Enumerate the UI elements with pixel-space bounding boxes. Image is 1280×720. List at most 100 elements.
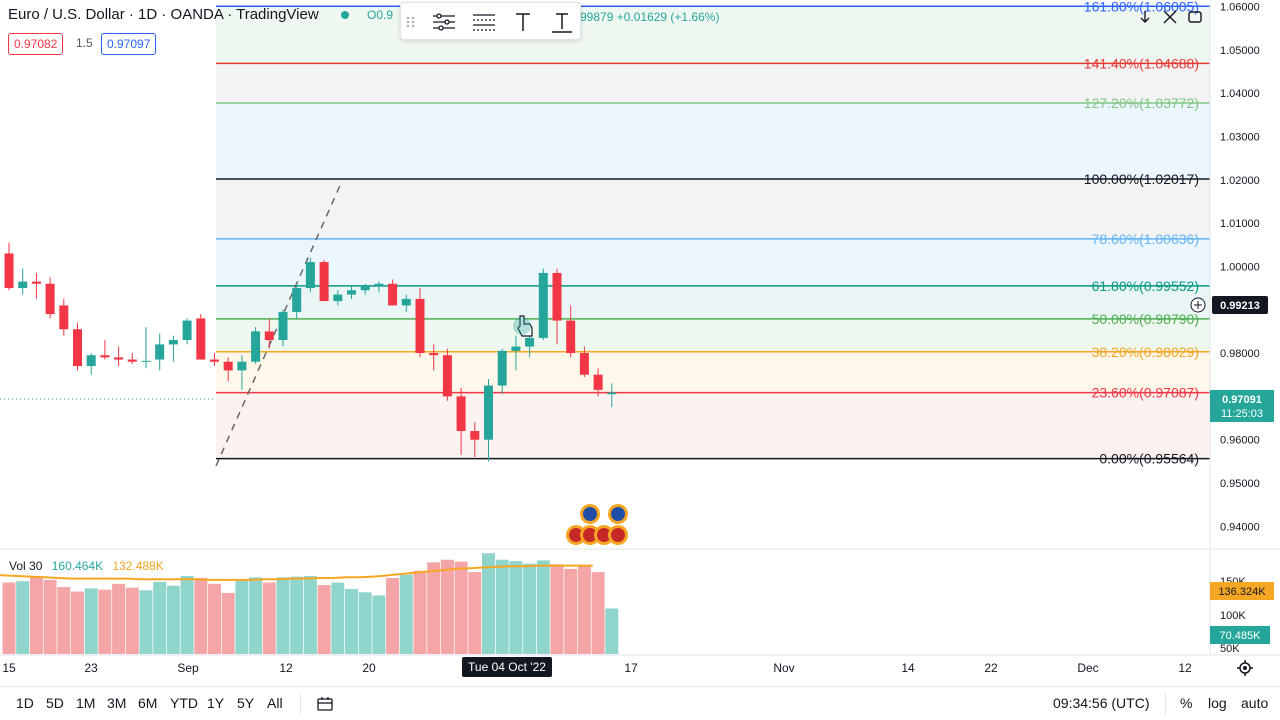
fib-band <box>216 351 1210 393</box>
price-tick: 1.06000 <box>1220 1 1260 13</box>
ohlc-fragment: O0.9 <box>367 8 394 22</box>
chart-canvas[interactable]: 161.80%(1.06005) 141.40%(1.04688) 127.20%(… <box>0 0 1280 686</box>
range-ytd[interactable]: YTD <box>170 695 198 711</box>
volume-bar <box>564 568 578 654</box>
fib-band <box>216 285 1210 319</box>
change-readout: 99879 +0.01629 (+1.66%) <box>580 10 720 24</box>
volume-legend[interactable]: Vol 30 160.464K 132.488K <box>9 559 164 573</box>
time-tick: 12 <box>279 661 293 675</box>
text-anchor-icon[interactable] <box>549 9 575 35</box>
candle-down <box>319 262 329 302</box>
fib-levels-icon[interactable] <box>471 9 497 35</box>
volume-bar <box>495 559 509 654</box>
candle-up <box>607 392 617 395</box>
fullscreen-icon[interactable] <box>1186 8 1204 26</box>
candle-up <box>374 283 384 286</box>
price-tick: 0.95000 <box>1220 478 1260 490</box>
candle-up <box>237 361 247 371</box>
candle-up <box>401 298 411 306</box>
fib-band <box>216 238 1210 286</box>
fib-settings-icon[interactable] <box>431 9 457 35</box>
candle-up <box>511 346 521 351</box>
crosshair-price-badge: 0.99213 <box>1190 296 1268 314</box>
range-1m[interactable]: 1M <box>76 695 96 711</box>
hand-cursor-icon <box>513 315 533 337</box>
volume-label: Vol 30 <box>9 559 43 573</box>
range-5y[interactable]: 5Y <box>237 695 255 711</box>
price-tick: 0.94000 <box>1220 521 1260 533</box>
log-toggle[interactable]: log <box>1208 695 1227 711</box>
text-icon[interactable] <box>510 9 536 35</box>
bottom-toolbar: 1D 5D 1M 3M 6M YTD 1Y 5Y All 09:34:56 (U… <box>0 686 1280 720</box>
drawing-toolbar <box>400 2 581 40</box>
volume-bar <box>413 570 427 654</box>
price-tick: 1.05000 <box>1220 45 1260 57</box>
time-tick: Nov <box>773 661 794 675</box>
volume-bar <box>536 560 550 654</box>
candle-up <box>168 340 178 345</box>
candle-down <box>470 431 480 440</box>
svg-text:Tue 04 Oct '22: Tue 04 Oct '22 <box>468 660 546 674</box>
volume-bar <box>577 566 591 654</box>
volume-bar <box>276 577 290 654</box>
utc-clock[interactable]: 09:34:56 (UTC) <box>1053 695 1150 711</box>
drag-handle-icon[interactable] <box>403 9 419 35</box>
candle-up <box>347 290 356 295</box>
candle-down <box>31 281 41 284</box>
volume-bar <box>290 576 304 654</box>
time-tick: 15 <box>2 661 16 675</box>
candle-down <box>210 359 219 362</box>
candle-up <box>155 344 165 360</box>
symbol-title-text: Euro / U.S. Dollar · 1D · OANDA · Tradin… <box>8 6 319 23</box>
volume-bar <box>180 576 194 654</box>
calendar-icon[interactable] <box>316 695 334 713</box>
candle-up <box>292 288 302 312</box>
price-tick: 1.01000 <box>1220 218 1260 230</box>
volume-bar <box>208 583 221 654</box>
price-axis-bg <box>1210 0 1280 548</box>
range-5d[interactable]: 5D <box>46 695 64 711</box>
candle-down <box>566 320 576 354</box>
volume-bar <box>166 585 180 654</box>
fib-label: 61.80%(0.99552) <box>1092 278 1199 294</box>
symbol-title[interactable]: Euro / U.S. Dollar · 1D · OANDA · Tradin… <box>8 6 393 23</box>
volume-ma-line <box>0 564 593 581</box>
fib-label: 23.60%(0.97087) <box>1092 385 1199 401</box>
price-tick: 1.00000 <box>1220 261 1260 273</box>
volume-series <box>2 553 619 654</box>
economic-events[interactable] <box>566 504 628 545</box>
vol-tick-100: 100K <box>1220 610 1246 622</box>
market-status-dot <box>340 11 349 20</box>
fib-band <box>216 179 1210 239</box>
time-tick: Dec <box>1077 661 1098 675</box>
range-1y[interactable]: 1Y <box>207 695 225 711</box>
candle-up <box>251 331 261 362</box>
arrow-down-icon[interactable] <box>1136 8 1154 26</box>
fib-label: 78.60%(1.00636) <box>1092 231 1199 247</box>
ask-price-button[interactable]: 0.97097 <box>101 33 157 55</box>
candle-down <box>579 353 589 375</box>
volume-bar <box>125 587 139 654</box>
volume-bar <box>550 564 564 654</box>
range-6m[interactable]: 6M <box>138 695 158 711</box>
volume-bar <box>57 587 71 654</box>
toolbar-divider-right <box>1165 693 1166 715</box>
volume-bar <box>605 608 619 654</box>
range-all[interactable]: All <box>267 695 283 711</box>
volume-bar <box>454 561 468 654</box>
settings-gear-icon[interactable] <box>1237 660 1253 676</box>
bid-price-button[interactable]: 0.97082 <box>8 33 64 55</box>
volume-ma-value: 132.488K <box>112 559 164 573</box>
price-tick: 1.03000 <box>1220 131 1260 143</box>
volume-bar <box>84 588 98 654</box>
collapse-icon[interactable] <box>1161 8 1179 26</box>
percent-toggle[interactable]: % <box>1180 695 1193 711</box>
volume-bar <box>71 591 84 654</box>
auto-toggle[interactable]: auto <box>1241 695 1269 711</box>
candle-down <box>223 361 233 371</box>
range-1d[interactable]: 1D <box>16 695 34 711</box>
candle-up <box>497 350 507 386</box>
crosshair-price: 0.99213 <box>1220 300 1260 312</box>
time-tick: 17 <box>624 661 638 675</box>
range-3m[interactable]: 3M <box>107 695 127 711</box>
